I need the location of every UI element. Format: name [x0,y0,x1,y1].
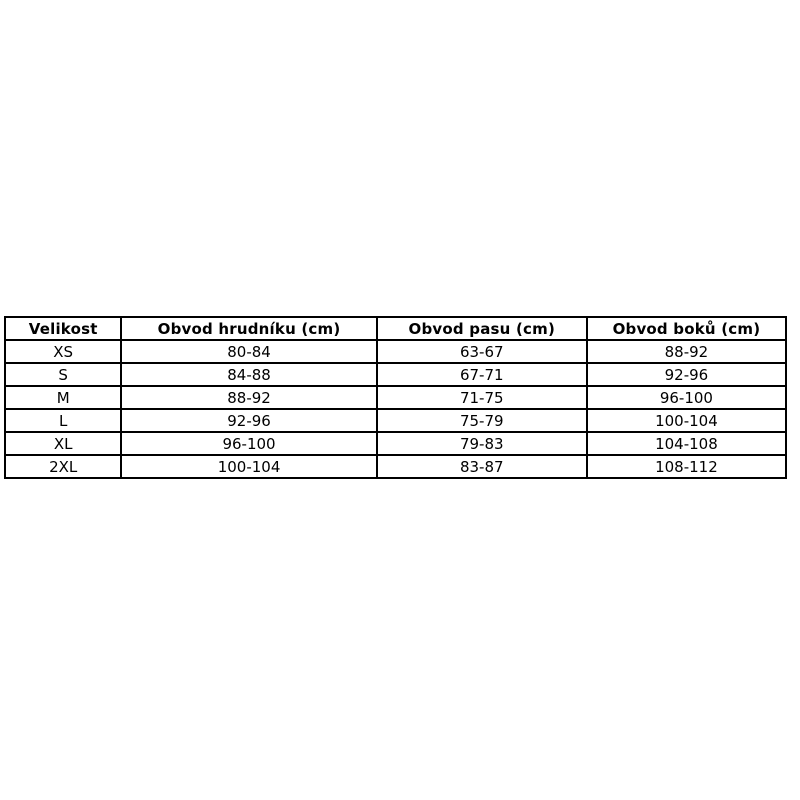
waist-cell: 63-67 [375,339,588,364]
column-header-hips: Obvod boků (cm) [585,316,788,341]
size-chart-table: Velikost Obvod hrudníku (cm) Obvod pasu … [3,316,788,479]
hips-cell: 100-104 [585,408,788,433]
chest-cell: 88-92 [120,385,378,410]
column-header-chest: Obvod hrudníku (cm) [120,316,378,341]
table-row: 2XL 100-104 83-87 108-112 [3,454,788,479]
size-cell: S [3,362,123,387]
header-row: Velikost Obvod hrudníku (cm) Obvod pasu … [3,316,788,341]
waist-cell: 83-87 [375,454,588,479]
chest-cell: 80-84 [120,339,378,364]
column-header-waist: Obvod pasu (cm) [375,316,588,341]
table-row: S 84-88 67-71 92-96 [3,362,788,387]
table-row: M 88-92 71-75 96-100 [3,385,788,410]
chest-cell: 100-104 [120,454,378,479]
hips-cell: 88-92 [585,339,788,364]
chest-cell: 84-88 [120,362,378,387]
chest-cell: 96-100 [120,431,378,456]
waist-cell: 71-75 [375,385,588,410]
chest-cell: 92-96 [120,408,378,433]
size-cell: L [3,408,123,433]
waist-cell: 67-71 [375,362,588,387]
waist-cell: 75-79 [375,408,588,433]
column-header-size: Velikost [3,316,123,341]
size-cell: XS [3,339,123,364]
table-row: L 92-96 75-79 100-104 [3,408,788,433]
size-cell: M [3,385,123,410]
hips-cell: 96-100 [585,385,788,410]
size-cell: 2XL [3,454,123,479]
size-cell: XL [3,431,123,456]
waist-cell: 79-83 [375,431,588,456]
table-row: XL 96-100 79-83 104-108 [3,431,788,456]
hips-cell: 108-112 [585,454,788,479]
table-row: XS 80-84 63-67 88-92 [3,339,788,364]
hips-cell: 92-96 [585,362,788,387]
hips-cell: 104-108 [585,431,788,456]
